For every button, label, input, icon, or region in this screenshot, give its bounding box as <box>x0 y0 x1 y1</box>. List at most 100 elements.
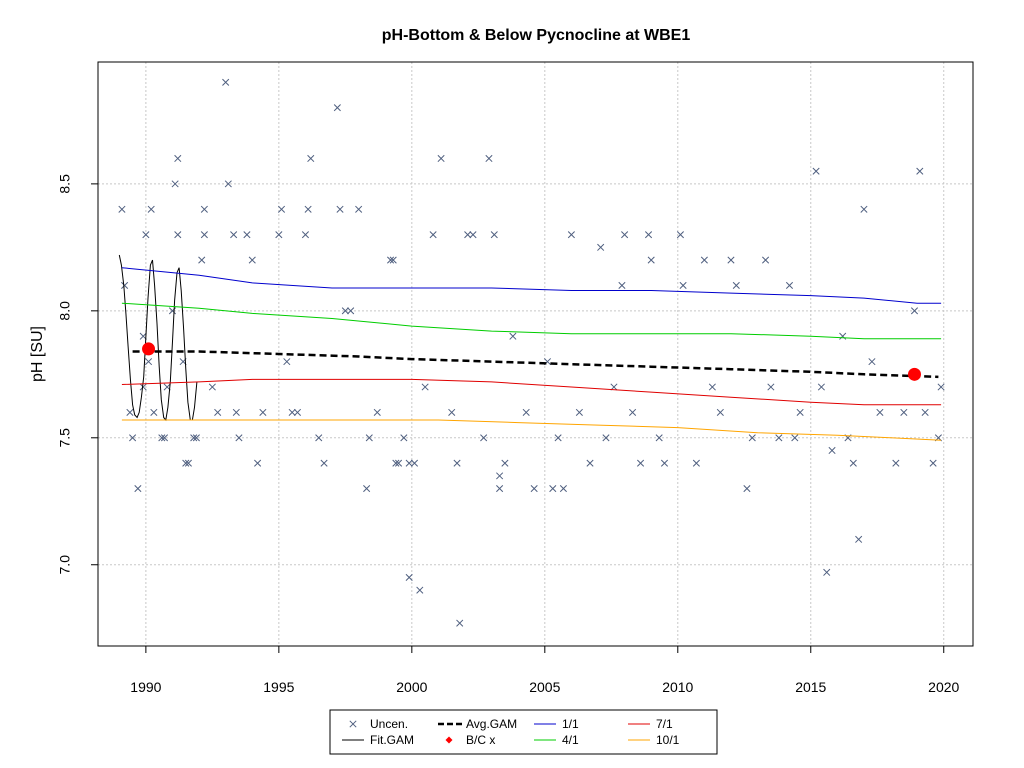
uncen-point-49 <box>341 307 349 315</box>
legend-item-1-1: 1/1 <box>534 717 579 731</box>
uncen-point-68 <box>453 459 461 467</box>
uncen-point-31 <box>232 408 240 416</box>
uncen-point-113 <box>791 434 799 442</box>
uncen-point-35 <box>254 459 262 467</box>
uncen-point-15 <box>171 180 179 188</box>
legend-item-uncen-: Uncen. <box>349 717 408 731</box>
uncen-point-117 <box>823 568 831 576</box>
x-tick-label-1995: 1995 <box>263 679 294 695</box>
uncen-point-77 <box>501 459 509 467</box>
uncen-point-69 <box>456 619 464 627</box>
uncen-point-58 <box>394 459 403 467</box>
legend: Uncen. Fit.GAM Avg.GAM B/C x 1/1 4/1 7/1 10/1 <box>329 709 718 755</box>
uncen-point-54 <box>373 408 381 416</box>
bc-point-0 <box>142 342 156 356</box>
y-tick-label-8.5: 8.5 <box>57 174 73 194</box>
trend-line-4-1 <box>121 302 942 340</box>
uncen-point-99 <box>676 231 685 239</box>
uncen-point-75 <box>496 485 504 493</box>
uncen-point-53 <box>365 434 373 442</box>
x-tick-label-2010: 2010 <box>662 679 693 695</box>
uncen-point-30 <box>230 231 238 239</box>
uncen-point-41 <box>293 408 302 416</box>
uncen-point-63 <box>416 586 424 594</box>
uncen-point-62 <box>410 459 419 467</box>
legend-label: 10/1 <box>656 733 680 747</box>
plot-frame <box>97 61 974 647</box>
bc-point-1 <box>907 367 921 381</box>
uncen-point-67 <box>448 408 456 416</box>
uncen-point-104 <box>716 408 724 416</box>
uncen-point-124 <box>868 358 876 366</box>
uncen-point-84 <box>559 485 567 493</box>
uncen-point-121 <box>849 459 857 467</box>
legend-label: Avg.GAM <box>466 717 517 731</box>
uncen-point-88 <box>597 243 605 251</box>
legend-symbol <box>445 736 453 744</box>
uncen-point-111 <box>775 434 783 442</box>
uncen-point-109 <box>761 256 770 264</box>
axes: 1990 1995 2000 2005 2010 2015 2020 7.0 7.5 8.0 8.5 <box>57 174 960 695</box>
trend-line-10-1 <box>121 419 942 441</box>
uncen-point-22 <box>192 434 200 442</box>
legend-box <box>329 709 718 755</box>
uncen-point-39 <box>283 358 291 366</box>
fit-gam-line <box>118 254 198 422</box>
uncen-point-1 <box>121 281 129 289</box>
x-tick-label-1990: 1990 <box>130 679 161 695</box>
uncen-point-57 <box>392 459 400 467</box>
uncen-point-114 <box>796 408 804 416</box>
uncen-point-112 <box>785 281 794 289</box>
uncen-point-64 <box>421 383 429 391</box>
uncen-point-96 <box>647 256 655 264</box>
uncen-point-46 <box>320 459 328 467</box>
uncen-point-65 <box>429 231 437 239</box>
uncen-point-72 <box>480 434 488 442</box>
uncen-point-43 <box>304 205 312 213</box>
uncen-point-93 <box>629 408 637 416</box>
uncen-point-133 <box>937 383 945 391</box>
legend-item-b-c-x: B/C x <box>445 733 495 747</box>
uncen-point-95 <box>644 231 653 239</box>
uncen-point-115 <box>812 167 820 175</box>
uncen-point-70 <box>464 231 472 239</box>
uncen-point-55 <box>386 256 395 264</box>
uncen-point-73 <box>485 154 493 163</box>
legend-label: Uncen. <box>370 717 408 731</box>
uncen-point-50 <box>347 307 355 315</box>
x-tick-label-2005: 2005 <box>529 679 560 695</box>
uncen-point-103 <box>708 383 716 391</box>
uncen-point-17 <box>174 231 182 239</box>
y-tick-label-8.0: 8.0 <box>57 301 73 321</box>
uncen-point-116 <box>817 383 825 391</box>
uncen-point-11 <box>158 434 166 442</box>
uncen-point-38 <box>277 205 286 213</box>
x-tick-label-2015: 2015 <box>795 679 826 695</box>
uncen-point-45 <box>315 434 323 442</box>
uncen-point-105 <box>727 256 735 264</box>
y-tick-label-7.0: 7.0 <box>57 555 73 575</box>
uncen-point-3 <box>129 434 137 442</box>
uncen-point-91 <box>618 281 626 289</box>
uncen-point-33 <box>243 231 251 239</box>
uncen-point-127 <box>900 408 908 416</box>
uncen-point-10 <box>150 408 158 416</box>
uncen-point-110 <box>767 383 775 391</box>
uncen-point-94 <box>636 459 645 467</box>
x-tick-label-2000: 2000 <box>396 679 427 695</box>
uncen-point-40 <box>288 408 296 416</box>
uncen-point-12 <box>160 434 169 442</box>
uncen-point-42 <box>301 231 310 239</box>
uncen-point-51 <box>355 205 363 213</box>
uncen-point-24 <box>200 205 208 213</box>
uncen-point-8 <box>144 358 153 366</box>
uncen-point-129 <box>916 167 924 175</box>
uncen-point-74 <box>490 231 498 239</box>
legend-item-avg-gam: Avg.GAM <box>438 717 517 731</box>
uncen-point-56 <box>389 256 397 264</box>
uncen-point-36 <box>259 408 267 416</box>
uncen-point-97 <box>655 434 663 442</box>
trend-line-1-1 <box>121 267 942 304</box>
